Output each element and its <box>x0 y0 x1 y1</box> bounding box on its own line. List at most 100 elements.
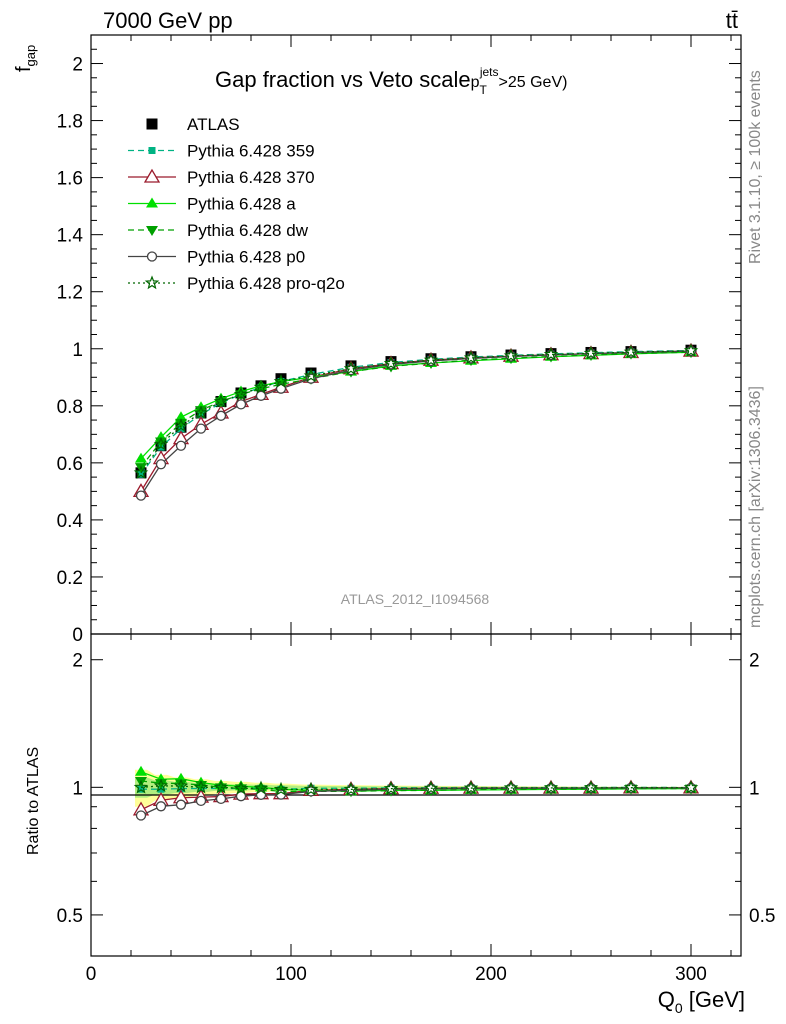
main-y-tick-label: 0.4 <box>57 511 84 532</box>
ratio-y-tick-label-right: 1 <box>749 778 760 799</box>
main-y-tick-label: 1.8 <box>57 112 83 133</box>
x-axis-label: Q0 [GeV] <box>658 987 745 1016</box>
main-y-tick-label: 2 <box>72 55 83 76</box>
ratio-data-point <box>175 779 187 790</box>
title-p: p <box>471 74 480 91</box>
ratio-data-point <box>155 801 167 812</box>
data-point <box>195 423 207 434</box>
data-point <box>137 470 145 478</box>
ratio-data-point <box>273 781 289 796</box>
rivet-version-label: Rivet 3.1.10, ≥ 100k events <box>747 70 764 264</box>
ratio-data-point <box>195 780 207 791</box>
legend-label: Pythia 6.428 p0 <box>187 248 305 267</box>
legend: ATLAS Pythia 6.428 359 Pythia 6.428 370 Pyt… <box>128 115 345 293</box>
data-point <box>303 368 319 383</box>
ratio-data-point <box>303 781 319 796</box>
legend-entry: Pythia 6.428 pro-q2o <box>128 274 345 293</box>
data-point <box>383 355 399 370</box>
ratio-y-tick-label: 0.5 <box>57 906 83 927</box>
data-point <box>175 411 187 422</box>
data-point <box>253 379 269 394</box>
ratio-y-tick-label: 1 <box>72 778 83 799</box>
main-y-label-main: f <box>13 66 35 72</box>
data-point <box>195 406 207 417</box>
legend-entry: Pythia 6.428 370 <box>128 168 315 187</box>
data-point <box>155 437 167 448</box>
title-sub: T <box>479 83 487 97</box>
main-y-tick-label: 1.2 <box>57 283 83 304</box>
ratio-x-axis: 0 100 200 300 <box>86 634 732 985</box>
data-point <box>583 345 599 360</box>
ratio-data-point <box>253 780 269 795</box>
legend-marker <box>146 251 158 262</box>
ratio-data-point <box>583 780 599 795</box>
main-y-tick-label: 1 <box>72 340 83 361</box>
data-point <box>425 355 437 367</box>
data-point <box>153 436 169 451</box>
process-label: tt̄ <box>726 8 738 33</box>
ratio-y-tick-label-right: 0.5 <box>749 906 775 927</box>
x-tick-label: 0 <box>86 964 97 985</box>
chart-title: Gap fraction vs Veto scalepTjets>25 GeV) <box>215 65 567 97</box>
ratio-data-point <box>135 810 147 821</box>
data-point <box>213 393 229 408</box>
series-line <box>140 350 692 497</box>
legend-entry: ATLAS <box>146 115 240 134</box>
data-point <box>133 465 149 480</box>
legend-label: Pythia 6.428 a <box>187 195 296 214</box>
legend-label: Pythia 6.428 dw <box>187 221 309 240</box>
data-point <box>503 348 519 363</box>
legend-label: Pythia 6.428 pro-q2o <box>187 274 345 293</box>
ratio-plot-panel: 0.5 0.5 1 1 2 2 0 100 200 300 Ratio to ATLAS Q0 … <box>25 633 776 1016</box>
data-point <box>423 352 439 367</box>
data-point <box>193 405 209 420</box>
legend-marker <box>144 275 160 290</box>
data-point <box>175 418 187 429</box>
series-5 <box>135 345 697 501</box>
data-point <box>155 459 167 470</box>
ratio-data-point <box>463 780 479 795</box>
ratio-data-point <box>343 781 359 796</box>
ratio-data-point <box>133 779 149 794</box>
ratio-y-axis: 0.5 0.5 1 1 2 2 <box>57 651 776 927</box>
ratio-data-point <box>173 778 189 793</box>
data-point <box>233 386 249 401</box>
data-point <box>273 373 289 388</box>
analysis-watermark: ATLAS_2012_I1094568 <box>341 591 490 607</box>
ratio-data-point <box>215 793 227 805</box>
data-point <box>215 410 227 421</box>
legend-marker <box>146 226 158 236</box>
legend-label: Pythia 6.428 359 <box>187 142 315 161</box>
data-point <box>135 490 147 501</box>
ratio-data-point <box>383 780 399 795</box>
data-point <box>385 359 397 370</box>
legend-marker <box>148 147 156 154</box>
legend-marker <box>146 197 158 208</box>
ratio-y-label: Ratio to ATLAS <box>25 747 42 855</box>
main-series-group <box>132 342 700 501</box>
main-y-tick-label: 0.2 <box>57 568 83 589</box>
x-axis-label-rest: [GeV] <box>683 987 745 1012</box>
mcplots-label: mcplots.cern.ch [arXiv:1306.3436] <box>747 386 764 628</box>
ratio-series-line <box>141 786 692 791</box>
ratio-data-point <box>153 778 169 793</box>
ratio-data-point <box>543 780 559 795</box>
data-point <box>343 361 359 375</box>
data-point <box>173 418 189 432</box>
energy-label: 7000 GeV pp <box>103 8 233 33</box>
data-point <box>135 452 147 463</box>
main-y-tick-label: 0 <box>72 625 83 646</box>
ratio-data-point <box>135 765 147 776</box>
main-y-tick-label: 0.6 <box>57 454 83 475</box>
legend-entry: Pythia 6.428 dw <box>128 221 309 240</box>
x-axis-label-main: Q <box>658 987 675 1012</box>
ratio-data-point <box>155 779 167 790</box>
ratio-data-point <box>623 780 639 794</box>
data-point <box>623 344 639 359</box>
main-plot-panel: 0 0.2 0.4 0.6 0.8 1 1.2 1.4 1.6 1.8 2 Gap fraction… <box>13 34 742 646</box>
ratio-data-point <box>503 780 519 795</box>
data-point <box>175 440 187 451</box>
ratio-data-point <box>345 785 357 796</box>
main-y-axis: 0 0.2 0.4 0.6 0.8 1 1.2 1.4 1.6 1.8 2 <box>57 48 741 646</box>
